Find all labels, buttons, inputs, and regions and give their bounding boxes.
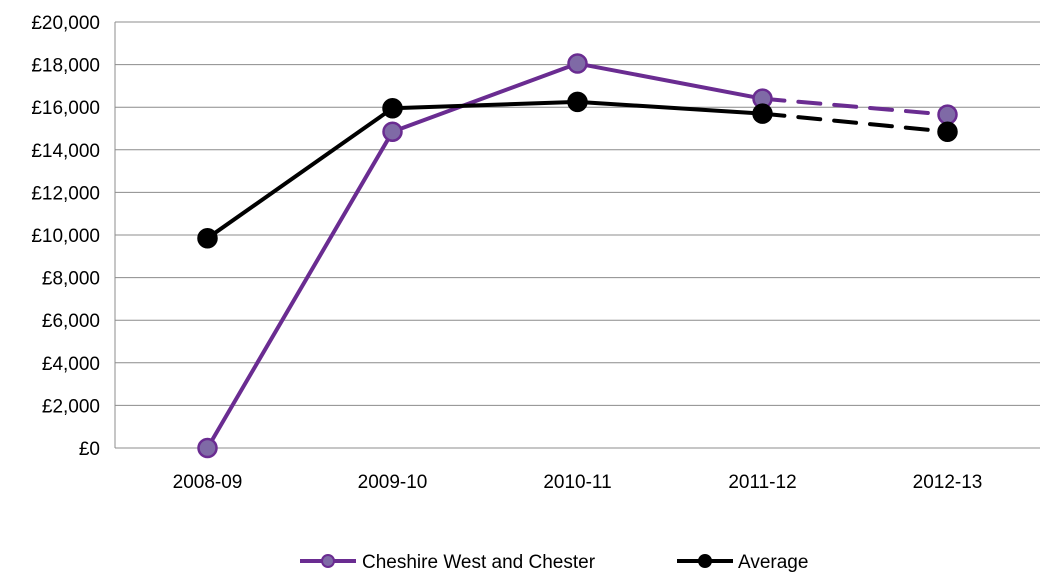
series-line-segment [575, 99, 765, 116]
y-tick-label: £0 [79, 439, 100, 460]
series-line-segment [205, 106, 395, 241]
y-tick-label: £16,000 [31, 98, 100, 119]
data-point [382, 121, 403, 142]
data-point [567, 53, 588, 74]
series-cheshire-west-and-chester [197, 53, 958, 459]
y-tick-label: £20,000 [31, 13, 100, 34]
data-point [937, 121, 958, 142]
series-line-segment [390, 99, 580, 111]
y-tick-label: £10,000 [31, 226, 100, 247]
y-tick-label: £18,000 [31, 56, 100, 77]
x-tick-label: 2008-09 [173, 472, 243, 493]
series-average [197, 91, 958, 249]
legend-marker-swatch [321, 554, 335, 568]
data-point [197, 227, 218, 249]
y-axis-tick-labels: £0 £2,000 £4,000 £6,000 £8,000 £10,000 £12,000… [31, 13, 100, 460]
x-tick-label: 2010-11 [543, 472, 611, 493]
series-line-segment [205, 129, 395, 450]
data-point [197, 437, 218, 459]
y-tick-label: £12,000 [31, 183, 100, 204]
x-tick-label: 2011-12 [728, 472, 796, 493]
legend: Cheshire West and Chester Average [300, 552, 808, 573]
series-line-segment [760, 96, 950, 117]
x-axis-tick-labels: 2008-09 2009-10 2010-11 2011-12 2012-13 [173, 472, 983, 493]
legend-marker-swatch [698, 554, 712, 568]
x-tick-label: 2009-10 [358, 472, 428, 493]
y-tick-label: £4,000 [42, 354, 100, 375]
data-point [752, 103, 773, 124]
y-tick-label: £2,000 [42, 396, 100, 417]
data-point [937, 104, 958, 125]
legend-item: Average [677, 552, 808, 573]
y-tick-label: £6,000 [42, 311, 100, 332]
series-line-segment [575, 61, 765, 101]
y-tick-label: £8,000 [42, 269, 100, 290]
y-tick-label: £14,000 [31, 141, 100, 162]
data-point [382, 98, 403, 119]
data-point [567, 91, 588, 113]
series-lines [197, 53, 958, 459]
gridlines [115, 21, 1040, 406]
series-line-segment [760, 111, 950, 134]
x-tick-label: 2012-13 [913, 472, 983, 493]
series-line-segment [390, 61, 580, 134]
legend-item: Cheshire West and Chester [300, 552, 596, 573]
legend-label: Average [738, 552, 808, 573]
axes [114, 22, 1040, 449]
legend-label: Cheshire West and Chester [362, 552, 596, 573]
